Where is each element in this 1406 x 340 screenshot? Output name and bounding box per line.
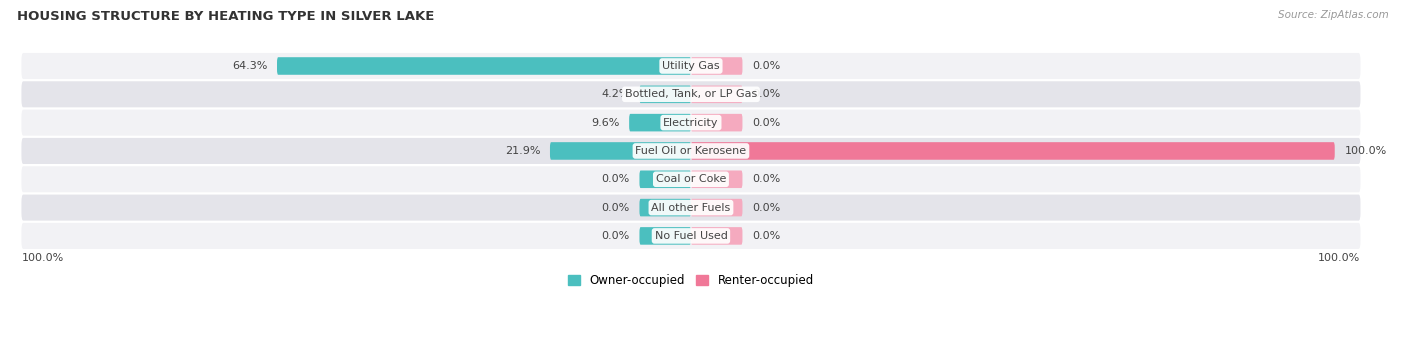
Text: 9.6%: 9.6% [591, 118, 620, 128]
Text: 0.0%: 0.0% [602, 203, 630, 212]
FancyBboxPatch shape [640, 199, 690, 216]
FancyBboxPatch shape [21, 81, 1361, 107]
Text: HOUSING STRUCTURE BY HEATING TYPE IN SILVER LAKE: HOUSING STRUCTURE BY HEATING TYPE IN SIL… [17, 10, 434, 23]
Text: 100.0%: 100.0% [21, 253, 63, 263]
Legend: Owner-occupied, Renter-occupied: Owner-occupied, Renter-occupied [564, 269, 818, 292]
FancyBboxPatch shape [690, 227, 742, 245]
Text: 100.0%: 100.0% [1319, 253, 1361, 263]
Text: Electricity: Electricity [664, 118, 718, 128]
FancyBboxPatch shape [690, 57, 742, 75]
Text: 0.0%: 0.0% [602, 231, 630, 241]
Text: Fuel Oil or Kerosene: Fuel Oil or Kerosene [636, 146, 747, 156]
Text: No Fuel Used: No Fuel Used [655, 231, 727, 241]
Text: All other Fuels: All other Fuels [651, 203, 731, 212]
Text: 0.0%: 0.0% [602, 174, 630, 184]
FancyBboxPatch shape [21, 223, 1361, 249]
FancyBboxPatch shape [640, 227, 690, 245]
FancyBboxPatch shape [21, 109, 1361, 136]
FancyBboxPatch shape [550, 142, 690, 160]
Text: 0.0%: 0.0% [752, 231, 780, 241]
FancyBboxPatch shape [690, 142, 1334, 160]
Text: 100.0%: 100.0% [1344, 146, 1386, 156]
FancyBboxPatch shape [21, 138, 1361, 164]
FancyBboxPatch shape [21, 53, 1361, 79]
Text: Bottled, Tank, or LP Gas: Bottled, Tank, or LP Gas [624, 89, 756, 99]
Text: 0.0%: 0.0% [752, 174, 780, 184]
FancyBboxPatch shape [640, 86, 690, 103]
Text: 64.3%: 64.3% [232, 61, 267, 71]
Text: 0.0%: 0.0% [752, 118, 780, 128]
FancyBboxPatch shape [277, 57, 690, 75]
FancyBboxPatch shape [690, 114, 742, 132]
Text: 4.2%: 4.2% [602, 89, 630, 99]
FancyBboxPatch shape [690, 170, 742, 188]
FancyBboxPatch shape [628, 114, 690, 132]
Text: 0.0%: 0.0% [752, 203, 780, 212]
Text: Source: ZipAtlas.com: Source: ZipAtlas.com [1278, 10, 1389, 20]
FancyBboxPatch shape [21, 194, 1361, 221]
Text: 0.0%: 0.0% [752, 61, 780, 71]
FancyBboxPatch shape [21, 166, 1361, 192]
FancyBboxPatch shape [640, 170, 690, 188]
Text: Coal or Coke: Coal or Coke [655, 174, 725, 184]
Text: Utility Gas: Utility Gas [662, 61, 720, 71]
FancyBboxPatch shape [690, 86, 742, 103]
FancyBboxPatch shape [690, 199, 742, 216]
Text: 21.9%: 21.9% [505, 146, 540, 156]
Text: 0.0%: 0.0% [752, 89, 780, 99]
